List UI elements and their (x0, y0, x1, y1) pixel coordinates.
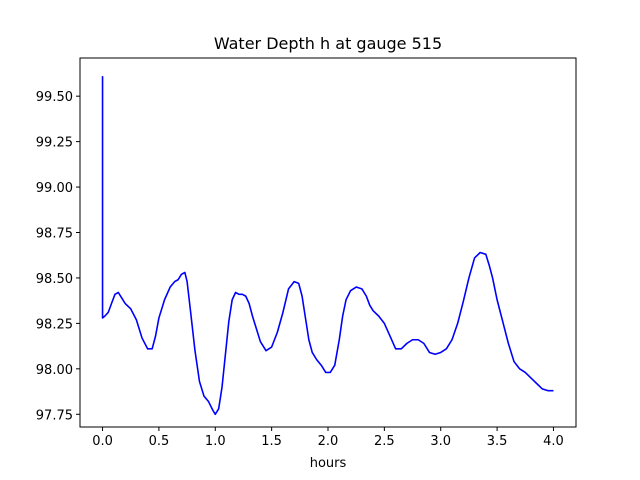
chart-title: Water Depth h at gauge 515 (214, 34, 442, 53)
x-tick-label: 3.0 (430, 434, 451, 449)
plot-area: 0.0 0.5 1.0 1.5 2.0 2.5 3.0 3.5 4.0 97.75 98.00 98.… (36, 57, 577, 449)
y-tick-label: 99.50 (36, 90, 73, 105)
x-tick-label: 0.5 (149, 434, 170, 449)
x-tick-label: 2.5 (374, 434, 395, 449)
series-line-0 (101, 76, 554, 416)
x-tick-label: 0.0 (92, 434, 113, 449)
y-tick-label: 99.00 (36, 181, 73, 196)
x-tick-label: 2.0 (318, 434, 339, 449)
y-tick-label: 98.75 (36, 227, 73, 242)
x-axis-label: hours (310, 456, 347, 471)
y-tick-label: 98.00 (36, 363, 73, 378)
y-tick-label: 99.25 (36, 136, 73, 151)
y-tick-label: 97.75 (36, 408, 73, 423)
x-tick-label: 1.0 (205, 434, 226, 449)
x-tick-label: 3.5 (487, 434, 508, 449)
x-tick-label: 4.0 (543, 434, 564, 449)
x-tick-label: 1.5 (261, 434, 282, 449)
y-tick-label: 98.50 (36, 272, 73, 287)
y-tick-label: 98.25 (36, 317, 73, 332)
